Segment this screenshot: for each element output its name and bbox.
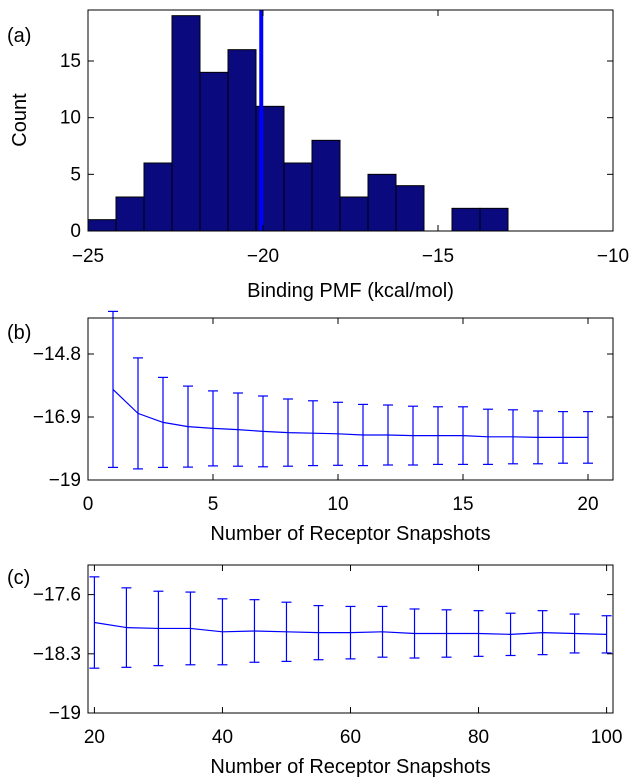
x-tick-label: 15 <box>452 494 473 515</box>
error-bar <box>558 411 568 464</box>
error-bar <box>441 609 452 658</box>
error-bar <box>383 404 393 466</box>
histogram-bar <box>339 196 369 232</box>
error-bar <box>283 398 293 467</box>
x-tick-label: −25 <box>72 246 104 267</box>
error-bar <box>333 401 343 466</box>
histogram-bar <box>311 139 341 232</box>
error-bar <box>458 406 468 465</box>
series <box>108 310 593 470</box>
error-bar <box>601 615 612 654</box>
panel-c: (c) 20 40 60 80 100 −19 −18.3 −17.6 Number of Rec… <box>7 564 623 778</box>
x-axis-label: Number of Receptor Snapshots <box>210 756 490 778</box>
panel-b: (b) 0 5 10 15 20 −19 −16.9 −14.8 Number of Recept… <box>7 310 614 545</box>
error-bar <box>433 406 443 465</box>
x-axis-label: Number of Receptor Snapshots <box>210 523 490 545</box>
x-tick-label: 40 <box>212 727 233 748</box>
x-tick-label: 0 <box>83 494 94 515</box>
error-bar <box>408 405 418 466</box>
x-tick-label: −15 <box>422 246 454 267</box>
error-bar <box>313 604 324 661</box>
error-bar <box>249 599 260 663</box>
error-bar <box>508 409 518 465</box>
axes-frame <box>87 9 614 232</box>
histogram-bar <box>143 162 173 232</box>
panel-label: (c) <box>7 567 30 589</box>
x-axis-label: Binding PMF (kcal/mol) <box>247 280 454 302</box>
error-bar <box>258 395 268 468</box>
y-tick-label: 0 <box>70 221 81 242</box>
x-tick-label: 60 <box>340 727 361 748</box>
error-bar <box>569 613 580 654</box>
error-bar <box>208 390 218 467</box>
y-tick-label: −14.8 <box>33 344 81 365</box>
error-bar <box>108 310 118 468</box>
y-tick-label: 10 <box>60 108 81 129</box>
x-tick-label: −10 <box>597 246 629 267</box>
error-bar <box>281 601 292 663</box>
y-tick-label: −19 <box>49 470 81 491</box>
error-bar <box>583 411 593 464</box>
histogram-bar <box>451 207 481 232</box>
histogram-bar <box>395 185 425 232</box>
histogram-bar <box>115 196 145 232</box>
x-tick-label: 100 <box>591 727 623 748</box>
error-bar <box>89 576 100 669</box>
x-tick-label: −20 <box>247 246 279 267</box>
histogram-bar <box>87 219 117 232</box>
error-bar <box>233 392 243 467</box>
error-bar <box>358 403 368 467</box>
histogram-bar <box>171 15 201 232</box>
x-tick-label: 80 <box>468 727 489 748</box>
y-tick-label: −17.6 <box>33 585 81 606</box>
error-bar <box>217 598 228 666</box>
error-bar <box>308 400 318 467</box>
panel-label: (b) <box>7 322 31 344</box>
histogram-bar <box>283 162 313 232</box>
error-bar <box>158 376 168 468</box>
error-bar <box>185 591 196 666</box>
x-tick-label: 10 <box>327 494 348 515</box>
axes-frame <box>87 317 614 481</box>
error-bar <box>133 357 143 470</box>
error-bar <box>483 408 493 465</box>
mean-line-series <box>112 388 588 438</box>
panel-a: (a) −25 −20 −15 −10 0 5 10 15 Binding PMF (kcal/m… <box>7 9 629 302</box>
error-bar <box>533 410 543 465</box>
error-bar <box>183 385 193 468</box>
error-bar <box>537 610 548 656</box>
series <box>89 576 612 669</box>
error-bar <box>121 587 132 668</box>
error-bar <box>505 612 516 657</box>
y-axis-label: Count <box>9 93 31 147</box>
y-tick-label: 15 <box>60 51 81 72</box>
y-tick-label: 5 <box>70 164 81 185</box>
x-tick-label: 5 <box>208 494 219 515</box>
error-bar <box>345 605 356 660</box>
histogram-bar <box>367 173 397 232</box>
x-tick-label: 20 <box>577 494 598 515</box>
error-bar <box>377 605 388 658</box>
error-bar <box>473 610 484 657</box>
panel-label: (a) <box>7 25 31 47</box>
y-tick-label: −19 <box>49 703 81 724</box>
error-bar <box>153 590 164 667</box>
x-tick-label: 20 <box>84 727 105 748</box>
histogram-bar <box>479 207 509 232</box>
y-tick-label: −16.9 <box>33 407 81 428</box>
bars <box>87 15 509 232</box>
error-bar <box>409 608 420 659</box>
histogram-bar <box>227 49 257 232</box>
histogram-bar <box>199 71 229 232</box>
y-tick-label: −18.3 <box>33 644 81 665</box>
